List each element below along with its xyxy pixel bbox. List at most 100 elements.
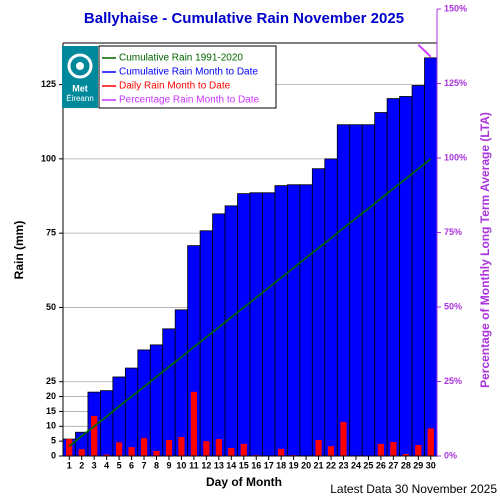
bar [349, 124, 363, 457]
x-tick-label: 13 [214, 460, 224, 470]
bar [174, 309, 189, 457]
bar [224, 205, 238, 457]
bar [311, 168, 326, 457]
bar [91, 415, 98, 456]
x-tick-label: 2 [79, 460, 84, 470]
bar [140, 437, 148, 456]
bar [274, 185, 288, 457]
logo-swirl [67, 53, 93, 79]
y2-tick-label: 150% [444, 3, 467, 13]
bar [262, 192, 276, 457]
x-tick-label: 1 [67, 460, 72, 470]
y-tick-label: 0 [51, 450, 56, 460]
legend-label: Daily Rain Month to Date [119, 81, 231, 92]
legend [98, 45, 277, 109]
y2-tick-label: 50% [444, 301, 462, 311]
logo-text: Met [72, 83, 88, 93]
bar [327, 446, 335, 456]
x-tick-label: 14 [226, 460, 236, 470]
x-tick-label: 22 [326, 460, 336, 470]
bar [149, 344, 164, 457]
bar [278, 448, 285, 456]
x-tick-label: 18 [276, 460, 286, 470]
x-tick-label: 30 [426, 460, 436, 470]
x-tick-label: 17 [264, 460, 274, 470]
x-tick-label: 29 [413, 460, 423, 470]
bar [124, 367, 139, 457]
x-tick-label: 25 [363, 460, 373, 470]
bar [115, 442, 123, 456]
y-tick-label: 10 [46, 421, 56, 431]
bar [386, 98, 400, 457]
x-tick-label: 24 [351, 460, 361, 470]
x-tick-label: 10 [176, 460, 186, 470]
footer: Latest Data 30 November 2025 [330, 482, 497, 496]
y-tick-label: 20 [46, 391, 56, 401]
x-tick-label: 28 [401, 460, 411, 470]
bar [66, 439, 73, 456]
bar [212, 213, 226, 457]
bar [178, 436, 185, 456]
y2-tick-label: 25% [444, 376, 462, 386]
bar [299, 184, 313, 457]
bar [374, 112, 388, 457]
bar [100, 390, 114, 457]
y-tick-label: 75 [46, 228, 56, 238]
x-tick-label: 21 [314, 460, 324, 470]
bar [377, 443, 385, 456]
x-tick-label: 26 [376, 460, 386, 470]
legend-label: Cumulative Rain Month to Date [119, 67, 258, 78]
bar [199, 230, 213, 457]
bar [249, 192, 263, 457]
x-tick-label: 7 [142, 460, 147, 470]
x-tick-label: 5 [117, 460, 122, 470]
bar [336, 124, 351, 457]
logo-swirl [76, 62, 84, 70]
x-tick-label: 3 [92, 460, 97, 470]
bar [237, 193, 251, 457]
chart-title: Ballyhaise - Cumulative Rain November 20… [84, 10, 404, 27]
x-tick-label: 23 [338, 460, 348, 470]
y2-tick-label: 125% [444, 78, 467, 88]
line [68, 158, 432, 447]
line [417, 44, 432, 58]
y-tick-label: 25 [46, 376, 56, 386]
legend-label: Cumulative Rain 1991-2020 [119, 53, 243, 64]
bar [361, 124, 376, 457]
x-tick-label: 16 [251, 460, 261, 470]
bar [324, 158, 338, 457]
bar [162, 328, 176, 457]
y-tick-label: 100 [41, 153, 56, 163]
x-tick-label: 19 [289, 460, 299, 470]
x-tick-label: 11 [189, 460, 199, 470]
y-tick-label: 50 [46, 302, 56, 312]
x-tick-label: 6 [129, 460, 134, 470]
x-axis-label: Day of Month [206, 475, 282, 489]
y2-axis-label: Percentage of Monthly Long Term Average … [478, 112, 492, 388]
bar [315, 439, 322, 456]
y2-tick-label: 100% [444, 152, 467, 162]
bar [153, 450, 160, 456]
bar [165, 439, 173, 456]
legend-label: Percentage Rain Month to Date [119, 95, 260, 106]
y-axis-label: Rain (mm) [12, 221, 26, 280]
bar [411, 85, 425, 457]
x-tick-label: 12 [201, 460, 211, 470]
bar [286, 184, 301, 457]
bar [415, 445, 422, 456]
bar [190, 391, 198, 456]
logo-text: Éireann [66, 94, 94, 103]
y-tick-label: 15 [46, 406, 56, 416]
bar [240, 443, 247, 456]
y2-tick-label: 0% [444, 450, 457, 460]
bar [78, 449, 85, 456]
x-tick-label: 9 [166, 460, 171, 470]
y2-tick-label: 75% [444, 227, 462, 237]
y-tick-label: 125 [41, 79, 56, 89]
bar [215, 439, 222, 456]
bar [390, 442, 397, 456]
bar [340, 421, 347, 456]
x-tick-label: 15 [239, 460, 249, 470]
bar [203, 441, 210, 456]
